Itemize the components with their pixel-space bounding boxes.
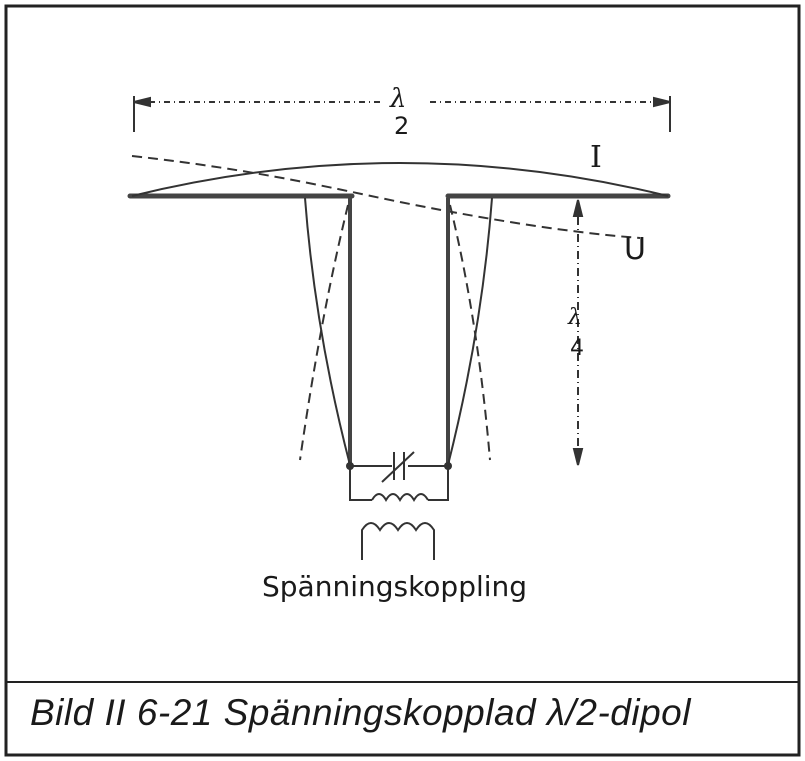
half-wave-dimension	[133, 96, 671, 132]
current-curve	[131, 162, 669, 197]
current-label: I	[590, 140, 602, 175]
quarter-wave-dimension	[572, 199, 584, 466]
stub-distributions	[299, 197, 493, 466]
half-wave-symbol: λ	[390, 84, 407, 114]
voltage-curve	[131, 155, 641, 239]
feed-point-right	[444, 462, 452, 470]
voltage-label: U	[624, 232, 646, 267]
quarter-wave-symbol: λ	[568, 305, 582, 330]
coupling-label: Spänningskoppling	[262, 570, 528, 603]
coupling-network	[349, 451, 449, 560]
quarter-wave-divisor: 4	[570, 336, 584, 361]
feed-line	[348, 198, 450, 465]
outer-border	[4, 4, 801, 757]
feed-point-left	[346, 462, 354, 470]
half-wave-divisor: 2	[394, 112, 410, 140]
figure-caption: Bild II 6-21 Spänningskopplad λ/2-dipol	[30, 692, 691, 733]
